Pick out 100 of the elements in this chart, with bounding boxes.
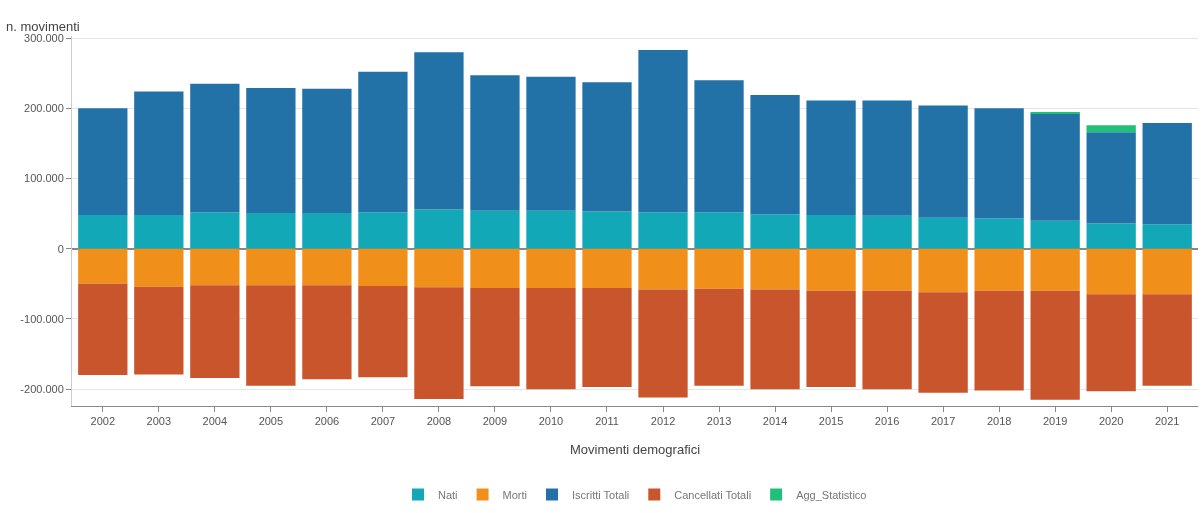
bar <box>1086 125 1136 133</box>
x-tick-label: 2021 <box>1154 415 1180 428</box>
x-tick-label: 2011 <box>595 415 619 428</box>
y-tick-label: -200.000 <box>20 383 64 395</box>
bar <box>302 285 352 380</box>
legend-label: Nati <box>438 488 458 501</box>
bar <box>1030 220 1080 249</box>
bar <box>246 212 296 249</box>
bar <box>78 248 128 284</box>
bar <box>1142 294 1192 386</box>
bar <box>638 289 688 398</box>
x-tick-label: 2020 <box>1098 415 1124 428</box>
bar <box>302 88 352 213</box>
bar <box>582 288 632 388</box>
y-axis-title: n. movimenti <box>6 19 80 34</box>
x-tick-label: 2002 <box>90 415 116 428</box>
bar <box>302 248 352 286</box>
legend-label: Iscritti Totali <box>572 488 630 501</box>
bar <box>1142 123 1192 225</box>
bar <box>974 108 1024 219</box>
bar <box>694 248 744 289</box>
bar <box>414 287 464 399</box>
bar <box>1142 224 1192 249</box>
bar <box>638 50 688 213</box>
bar <box>134 215 184 249</box>
bar <box>806 290 856 388</box>
bar <box>470 288 520 387</box>
bar <box>918 105 968 218</box>
bar <box>190 212 240 249</box>
bar <box>862 100 912 216</box>
y-tick-label: 300.000 <box>24 31 64 44</box>
x-tick-label: 2004 <box>202 415 228 428</box>
x-tick-label: 2009 <box>482 415 508 428</box>
y-tick-label: 0 <box>57 242 64 255</box>
bar <box>750 289 800 390</box>
bar <box>1030 248 1080 291</box>
bar <box>414 248 464 288</box>
bar <box>190 248 240 286</box>
bar <box>526 76 576 211</box>
bar <box>750 248 800 290</box>
bar <box>358 285 408 378</box>
bar <box>862 248 912 291</box>
bar <box>694 80 744 213</box>
x-tick-label: 2018 <box>986 415 1012 428</box>
bar <box>470 75 520 211</box>
bar <box>582 211 632 249</box>
bar <box>358 248 408 286</box>
bar <box>78 215 128 249</box>
bar <box>918 292 968 393</box>
bar <box>974 290 1024 391</box>
bar <box>526 248 576 289</box>
bar <box>862 290 912 390</box>
y-tick-label: 100.000 <box>24 172 64 185</box>
x-tick-label: 2006 <box>314 415 340 428</box>
x-tick-label: 2008 <box>426 415 452 428</box>
x-tick-label: 2017 <box>930 415 956 428</box>
bar <box>526 210 576 249</box>
bar <box>750 214 800 249</box>
bar <box>1086 248 1136 295</box>
bar <box>1086 132 1136 224</box>
bar <box>246 87 296 213</box>
bar <box>134 248 184 287</box>
bar <box>190 285 240 378</box>
x-tick-label: 2005 <box>258 415 284 428</box>
x-tick-label: 2013 <box>706 415 732 428</box>
x-axis-title: Movimenti demografici <box>569 441 701 457</box>
bar <box>806 100 856 216</box>
x-tick-label: 2019 <box>1042 415 1068 428</box>
bar <box>134 286 184 375</box>
x-tick-label: 2012 <box>650 415 676 428</box>
x-tick-label: 2007 <box>370 415 396 428</box>
x-tick-label: 2015 <box>818 415 844 428</box>
bar <box>414 52 464 210</box>
bar <box>358 71 408 213</box>
bar <box>582 82 632 212</box>
bar <box>918 217 968 249</box>
bar <box>694 212 744 249</box>
bar <box>414 209 464 249</box>
bar <box>1030 290 1080 400</box>
bar <box>582 248 632 289</box>
bar <box>526 288 576 390</box>
bar <box>190 83 240 213</box>
bar <box>470 210 520 249</box>
bar <box>974 248 1024 291</box>
y-tick-label: -100.000 <box>20 312 64 325</box>
bar <box>246 248 296 286</box>
bar <box>470 248 520 289</box>
bar <box>862 215 912 249</box>
bar <box>134 91 184 216</box>
bar <box>974 218 1024 249</box>
bar <box>78 108 128 216</box>
bar <box>638 212 688 249</box>
x-tick-label: 2014 <box>762 415 788 428</box>
legend-label: Agg_Statistico <box>796 488 867 501</box>
legend-label: Cancellati Totali <box>674 488 752 501</box>
bar <box>1086 223 1136 249</box>
legend-label: Morti <box>502 488 528 501</box>
y-tick-label: 200.000 <box>24 102 64 115</box>
bar <box>806 248 856 291</box>
x-tick-label: 2010 <box>538 415 564 428</box>
